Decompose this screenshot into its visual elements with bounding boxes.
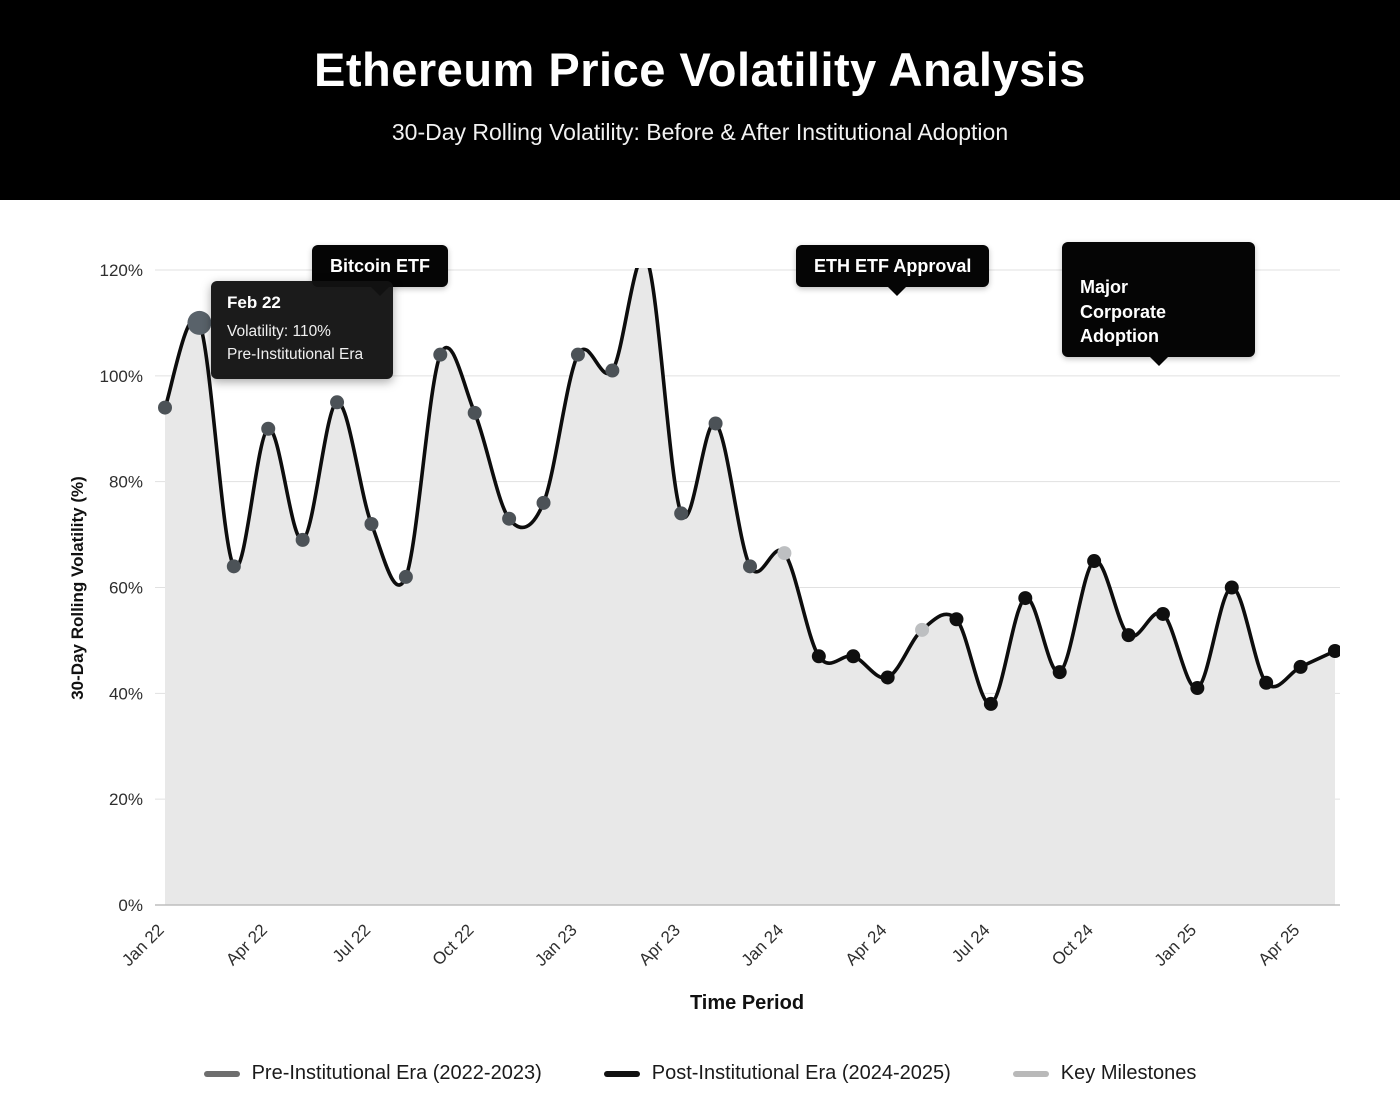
svg-text:120%: 120% (100, 261, 143, 280)
annotation-eth-etf-approval-label: ETH ETF Approval (814, 256, 972, 276)
legend-item-post-institutional[interactable]: Post-Institutional Era (2024-2025) (603, 1062, 951, 1085)
annotation-major-corporate-adoption-label: Major Corporate Adoption (1080, 277, 1167, 346)
svg-text:40%: 40% (109, 684, 143, 703)
svg-text:Jan 23: Jan 23 (531, 920, 581, 970)
pre-era-dash-icon (203, 1070, 240, 1077)
svg-text:Apr 22: Apr 22 (222, 920, 271, 969)
page-title: Ethereum Price Volatility Analysis (314, 43, 1086, 96)
svg-text:Jan 25: Jan 25 (1151, 920, 1201, 970)
svg-text:Apr 25: Apr 25 (1255, 920, 1304, 969)
y-axis-title: 30-Day Rolling Volatility (%) (68, 476, 87, 700)
svg-text:Oct 24: Oct 24 (1048, 920, 1097, 969)
svg-text:Apr 24: Apr 24 (842, 920, 891, 969)
legend: Pre-Institutional Era (2022-2023) Post-I… (0, 1062, 1400, 1085)
svg-text:Jan 24: Jan 24 (738, 920, 788, 970)
svg-text:Jan 22: Jan 22 (118, 920, 168, 970)
chart-header: Ethereum Price Volatility Analysis 30-Da… (0, 0, 1400, 200)
svg-text:Jul 22: Jul 22 (329, 920, 375, 966)
post-era-dash-icon (603, 1070, 640, 1077)
svg-text:0%: 0% (118, 896, 143, 915)
legend-label-pre: Pre-Institutional Era (2022-2023) (251, 1062, 542, 1084)
tooltip-volatility-value: Volatility: 110% (227, 323, 331, 340)
svg-text:80%: 80% (109, 473, 143, 492)
tooltip-title: Feb 22 (227, 293, 281, 312)
legend-label-post: Post-Institutional Era (2024-2025) (651, 1062, 951, 1084)
tooltip-feb-22: Feb 22 Volatility: 110% Pre-Institutiona… (211, 281, 393, 379)
svg-text:60%: 60% (109, 579, 143, 598)
tooltip-series-name: Pre-Institutional Era (227, 346, 364, 364)
annotation-bitcoin-etf-label: Bitcoin ETF (330, 256, 430, 276)
page-subtitle: 30-Day Rolling Volatility: Before & Afte… (391, 119, 1009, 145)
legend-label-milestones: Key Milestones (1060, 1062, 1197, 1084)
svg-text:Jul 24: Jul 24 (948, 920, 994, 966)
svg-text:Apr 23: Apr 23 (635, 920, 684, 969)
svg-text:Oct 22: Oct 22 (429, 920, 478, 969)
annotation-eth-etf-approval: ETH ETF Approval (796, 245, 990, 297)
milestone-dash-icon (1012, 1070, 1049, 1077)
svg-text:100%: 100% (100, 367, 143, 386)
x-axis-title: Time Period (689, 992, 805, 1014)
annotation-major-corporate-adoption: Major Corporate Adoption (1062, 242, 1255, 367)
legend-item-key-milestones[interactable]: Key Milestones (1012, 1062, 1197, 1085)
legend-item-pre-institutional[interactable]: Pre-Institutional Era (2022-2023) (203, 1062, 542, 1085)
svg-text:20%: 20% (109, 790, 143, 809)
